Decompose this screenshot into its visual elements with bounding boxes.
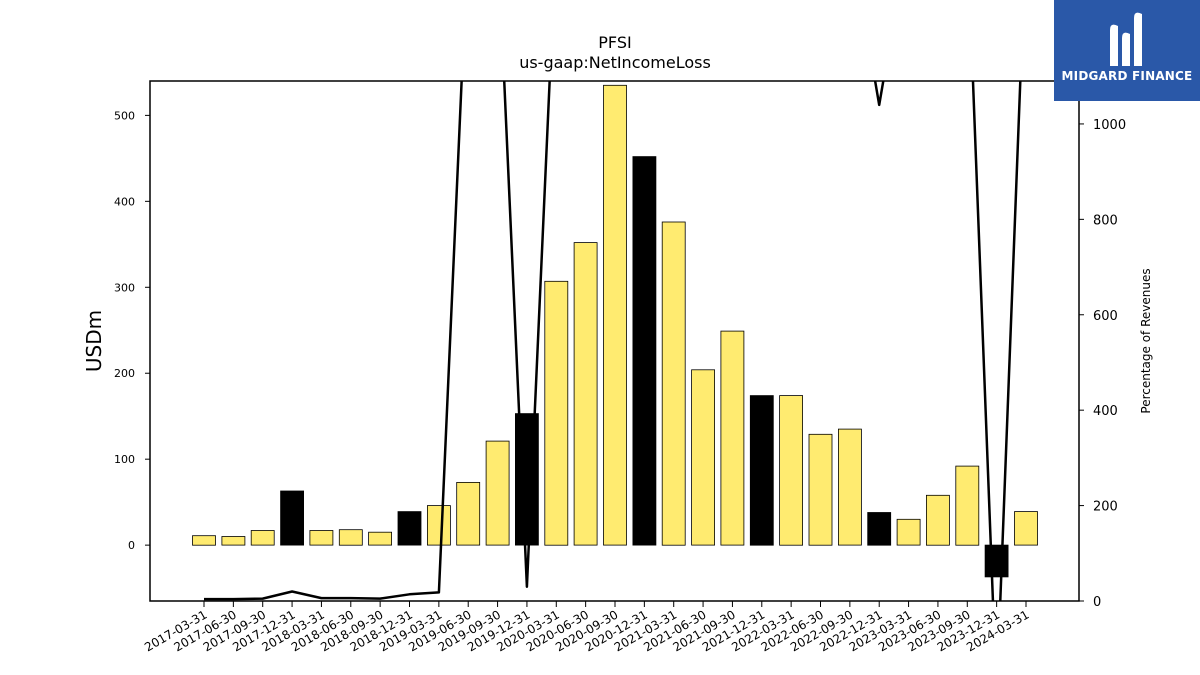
x-axis: 2017-03-312017-06-302017-09-302017-12-31… <box>142 601 1032 654</box>
brand-logo: MIDGARD FINANCE <box>1054 0 1200 101</box>
y-axis-label-right: Percentage of Revenues <box>1139 268 1153 413</box>
bar-2019-09-30 <box>485 440 510 546</box>
bar-2021-03-31 <box>661 221 686 546</box>
revenue-percentage-line <box>204 81 1022 601</box>
bar-2020-03-31 <box>544 280 569 546</box>
bar-2018-09-30 <box>368 531 393 546</box>
bar-2017-06-30 <box>221 536 246 546</box>
bar-2019-06-30 <box>456 481 481 546</box>
bar-2018-03-31 <box>309 530 334 546</box>
bar-2024-03-31 <box>1014 511 1038 546</box>
y-right-tick-label: 600 <box>1093 309 1118 324</box>
bar-2022-03-31 <box>779 395 803 546</box>
chart-title: PFSI <box>598 33 631 52</box>
bar-2021-12-31 <box>749 395 774 546</box>
bar-2023-06-30 <box>926 494 950 546</box>
bar-2020-09-30 <box>603 84 627 546</box>
y-tick-label: 500 <box>114 109 135 122</box>
logo-icon <box>1110 12 1142 66</box>
y-tick-label: 0 <box>128 539 135 552</box>
bars-group <box>192 84 1038 578</box>
bar-2017-03-31 <box>192 535 216 546</box>
bar-2018-06-30 <box>338 529 363 546</box>
bar-2023-03-31 <box>896 518 921 546</box>
chart-subtitle: us-gaap:NetIncomeLoss <box>519 53 711 72</box>
bar-2021-06-30 <box>691 369 715 546</box>
y-right-tick-label: 400 <box>1093 404 1118 419</box>
y-axis-label: USDm <box>82 310 106 372</box>
bar-2023-12-31 <box>984 544 1009 578</box>
brand-name: MIDGARD FINANCE <box>1061 69 1193 83</box>
y-tick-label: 100 <box>114 453 135 466</box>
y-axis-right: 0 200 400 600 800 1000 <box>1079 118 1126 610</box>
y-tick-label: 300 <box>114 281 135 294</box>
bar-2020-06-30 <box>573 242 598 546</box>
y-right-tick-label: 200 <box>1093 500 1118 515</box>
bar-2020-12-31 <box>632 156 657 546</box>
y-tick-label: 400 <box>114 195 135 208</box>
line-group <box>204 81 1022 601</box>
y-tick-label: 200 <box>114 367 135 380</box>
bar-2017-12-31 <box>280 490 305 546</box>
bar-2019-03-31 <box>426 505 451 546</box>
bar-2021-09-30 <box>720 330 745 546</box>
y-right-tick-label: 0 <box>1093 595 1101 610</box>
y-right-tick-label: 800 <box>1093 213 1118 228</box>
bar-2023-09-30 <box>955 465 980 546</box>
bar-2022-12-31 <box>867 512 892 546</box>
bar-2017-09-30 <box>250 530 275 546</box>
y-right-tick-label: 1000 <box>1093 118 1126 133</box>
bar-2018-12-31 <box>397 511 422 546</box>
bar-2022-09-30 <box>838 428 862 546</box>
bar-2022-06-30 <box>808 433 833 546</box>
y-axis-left: 0 100 200 300 400 500 <box>114 109 150 552</box>
